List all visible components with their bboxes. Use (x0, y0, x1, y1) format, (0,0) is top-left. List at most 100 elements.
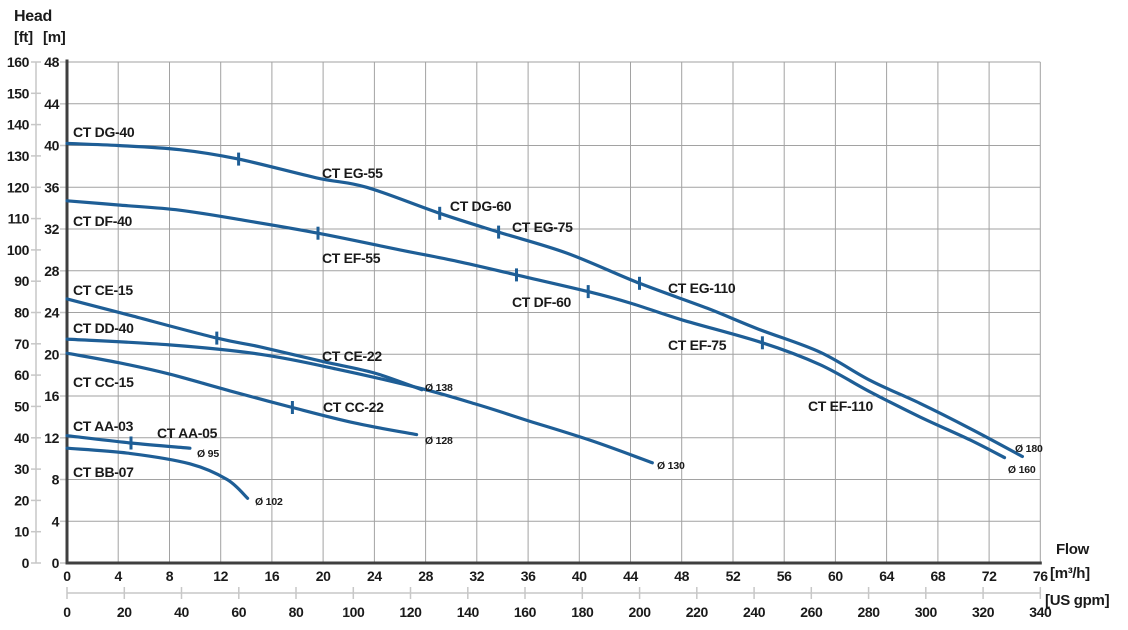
m3h-tick-label: 40 (572, 568, 587, 584)
usgpm-tick-label: 20 (117, 604, 132, 620)
ft-tick-label: 40 (14, 430, 29, 446)
ft-tick-label: 0 (22, 555, 30, 571)
usgpm-tick-label: 40 (174, 604, 189, 620)
ft-tick-label: 120 (7, 179, 30, 195)
m3h-tick-label: 28 (418, 568, 433, 584)
m3h-tick-label: 12 (213, 568, 228, 584)
curve-label: CT EF-110 (808, 398, 874, 414)
ft-tick-label: 80 (14, 305, 29, 321)
m3h-tick-label: 20 (316, 568, 331, 584)
m3h-tick-label: 68 (931, 568, 946, 584)
m-tick-label: 20 (44, 346, 59, 362)
m-tick-label: 4 (52, 513, 60, 529)
m-tick-label: 8 (52, 472, 60, 488)
m3h-tick-label: 76 (1033, 568, 1048, 584)
curve-label: CT AA-05 (157, 425, 218, 441)
curve-label: CT DF-60 (512, 294, 572, 310)
usgpm-tick-label: 220 (686, 604, 709, 620)
usgpm-tick-label: 260 (800, 604, 823, 620)
m-tick-label: 28 (44, 263, 59, 279)
impeller-diameter-label: Ø 138 (425, 382, 453, 394)
usgpm-tick-label: 80 (289, 604, 304, 620)
ft-tick-label: 160 (7, 54, 30, 70)
curve-label: CT CC-15 (73, 374, 134, 390)
impeller-diameter-label: Ø 95 (197, 448, 219, 460)
m3h-tick-label: 24 (367, 568, 382, 584)
curve-label: CT AA-03 (73, 418, 134, 434)
ft-tick-label: 20 (14, 492, 29, 508)
ft-tick-label: 60 (14, 367, 29, 383)
curve-label: CT CE-22 (322, 348, 382, 364)
m-tick-label: 40 (44, 138, 59, 154)
m3h-tick-label: 8 (166, 568, 174, 584)
ft-tick-label: 90 (14, 273, 29, 289)
usgpm-tick-label: 60 (231, 604, 246, 620)
curve-label: CT DG-60 (450, 198, 512, 214)
ft-tick-label: 130 (7, 148, 30, 164)
ft-tick-label: 100 (7, 242, 30, 258)
pump-curve-3 (65, 297, 424, 392)
impeller-diameter-label: Ø 128 (425, 435, 453, 447)
pump-curve-1 (65, 141, 1024, 459)
m3h-tick-label: 48 (674, 568, 689, 584)
usgpm-tick-label: 0 (63, 604, 71, 620)
impeller-diameter-label: Ø 102 (255, 496, 283, 508)
curve-label: CT CE-15 (73, 282, 133, 298)
m3h-tick-label: 64 (879, 568, 894, 584)
usgpm-tick-label: 180 (571, 604, 594, 620)
m3h-tick-label: 56 (777, 568, 792, 584)
y-axis-title: Head (14, 8, 52, 25)
pump-curve-7 (65, 446, 250, 500)
y-axis-unit-m: [m] (43, 29, 66, 46)
pump-curve-4 (65, 337, 654, 465)
curve-label: CT CC-22 (323, 399, 384, 415)
curve-label: CT DD-40 (73, 320, 134, 336)
m-tick-label: 0 (52, 555, 60, 571)
x-axis-title: Flow (1056, 541, 1089, 558)
impeller-diameter-label: Ø 130 (657, 460, 685, 472)
x-axis-unit-usgpm: [US gpm] (1045, 592, 1110, 609)
m3h-tick-label: 52 (726, 568, 741, 584)
m3h-tick-label: 72 (982, 568, 997, 584)
m-tick-label: 48 (44, 54, 59, 70)
m3h-tick-label: 44 (623, 568, 638, 584)
m-tick-label: 24 (44, 305, 59, 321)
ft-tick-label: 70 (14, 336, 29, 352)
curve-label: CT EG-110 (668, 280, 736, 296)
m-tick-label: 12 (44, 430, 59, 446)
ft-tick-label: 140 (7, 117, 30, 133)
impeller-diameter-label: Ø 160 (1008, 464, 1036, 476)
usgpm-tick-label: 120 (399, 604, 422, 620)
m3h-tick-label: 4 (115, 568, 123, 584)
ft-tick-label: 10 (14, 524, 29, 540)
m3h-tick-label: 60 (828, 568, 843, 584)
y-axis-unit-ft: [ft] (14, 29, 33, 46)
curve-label: CT BB-07 (73, 464, 134, 480)
m-tick-label: 44 (44, 96, 59, 112)
usgpm-tick-label: 340 (1029, 604, 1052, 620)
usgpm-tick-label: 140 (457, 604, 480, 620)
m3h-tick-label: 16 (265, 568, 280, 584)
usgpm-tick-label: 100 (342, 604, 365, 620)
impeller-diameter-label: Ø 180 (1015, 443, 1043, 455)
m-tick-label: 36 (44, 179, 59, 195)
m3h-tick-label: 32 (469, 568, 484, 584)
usgpm-tick-label: 280 (858, 604, 881, 620)
ft-tick-label: 50 (14, 398, 29, 414)
m3h-tick-label: 36 (521, 568, 536, 584)
usgpm-tick-label: 320 (972, 604, 995, 620)
usgpm-tick-label: 300 (915, 604, 938, 620)
pump-curve-2 (65, 199, 1007, 460)
ft-tick-label: 30 (14, 461, 29, 477)
curve-label: CT DF-40 (73, 213, 133, 229)
ft-tick-label: 110 (8, 211, 30, 227)
usgpm-tick-label: 200 (629, 604, 652, 620)
curve-label: CT EG-55 (322, 165, 383, 181)
pump-curve-5 (65, 351, 419, 437)
x-axis-unit-m3h: [m³/h] (1050, 565, 1090, 582)
m3h-tick-label: 0 (63, 568, 71, 584)
curve-label: CT EF-75 (668, 337, 727, 353)
usgpm-tick-label: 240 (743, 604, 766, 620)
